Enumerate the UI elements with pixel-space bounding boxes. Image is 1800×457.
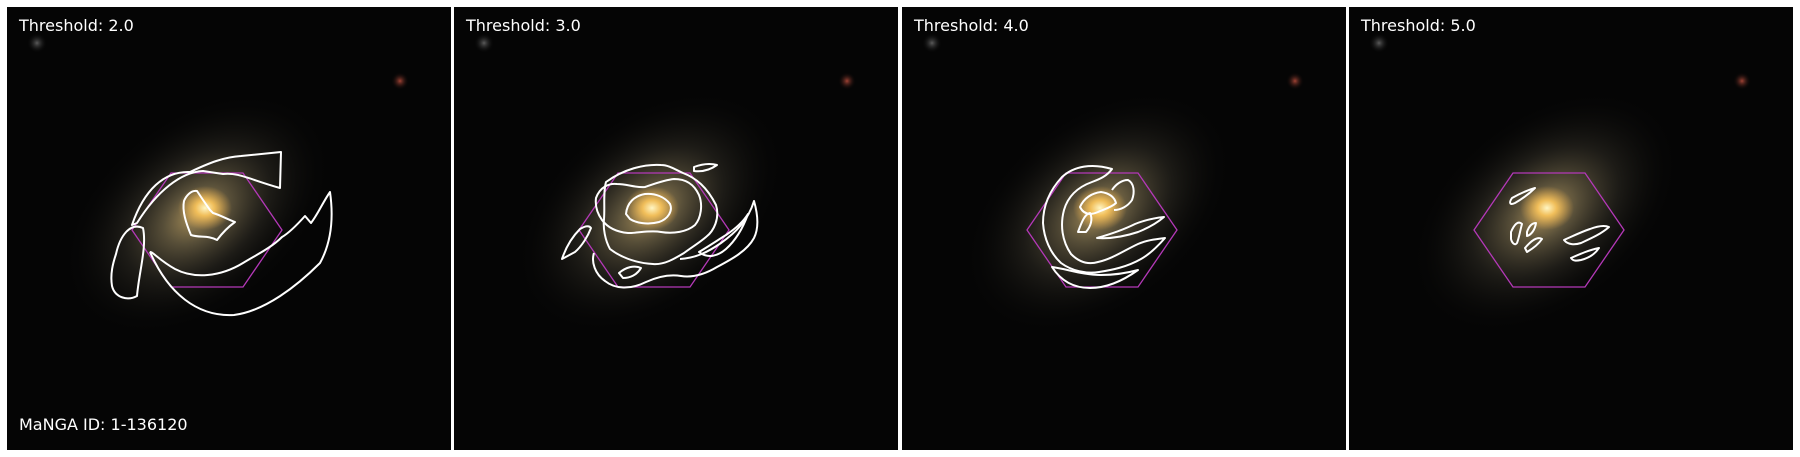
hexagon-footprint: [1473, 172, 1625, 288]
hexagon-footprint: [1026, 172, 1178, 288]
galaxy-core: [178, 186, 232, 230]
outer-contour-bottom: [592, 200, 759, 289]
galaxy-panel-threshold-4: Threshold: 4.0: [902, 7, 1346, 450]
inner-contour: [182, 189, 236, 241]
manga-id-label: MaNGA ID: 1-136120: [19, 415, 188, 434]
outer-contour-top: [131, 151, 282, 226]
left-contour-2: [1524, 237, 1543, 253]
galaxy-panel-threshold-5: Threshold: 5.0: [1349, 7, 1793, 450]
right-contour-1: [1563, 224, 1610, 246]
red-star: [838, 72, 856, 90]
spiral-arm-contour: [1096, 216, 1165, 240]
galaxy-image-threshold-5: [1349, 7, 1793, 450]
outer-contour-ring: [602, 163, 719, 266]
small-contour: [1077, 212, 1093, 233]
galaxy-image-threshold-4: [902, 7, 1346, 450]
galaxy-image-threshold-3: [454, 7, 898, 450]
right-contour-2: [1570, 247, 1600, 262]
left-contour-3: [1526, 222, 1537, 237]
inner-contour: [625, 192, 672, 225]
threshold-label: Threshold: 3.0: [466, 16, 581, 35]
outer-contour-bottom: [149, 191, 333, 317]
small-contour: [618, 265, 642, 279]
gray-star: [1369, 33, 1389, 53]
left-contour-1: [1510, 221, 1523, 246]
outer-contour-left: [110, 225, 146, 300]
hexagon-footprint: [131, 172, 283, 288]
top-small-contour: [693, 162, 718, 173]
galaxy-core: [1520, 186, 1574, 230]
gray-star: [922, 33, 942, 53]
red-star: [391, 72, 409, 90]
upper-left-contour: [1509, 187, 1536, 205]
threshold-label: Threshold: 5.0: [1361, 16, 1476, 35]
inner-contour: [1079, 191, 1117, 215]
threshold-label: Threshold: 4.0: [914, 16, 1029, 35]
gray-star: [27, 33, 47, 53]
red-star: [1733, 72, 1751, 90]
outer-contour: [1042, 164, 1166, 274]
galaxy-panel-threshold-2: Threshold: 2.0 MaNGA ID: 1-136120: [7, 7, 451, 450]
threshold-label: Threshold: 2.0: [19, 16, 134, 35]
bottom-contour: [1051, 266, 1139, 289]
middle-contour: [594, 178, 703, 234]
red-star: [1286, 72, 1304, 90]
left-arm-contour: [561, 225, 592, 260]
upper-right-contour: [1111, 179, 1135, 211]
gray-star: [474, 33, 494, 53]
right-arm-contour: [698, 213, 749, 257]
galaxy-image-threshold-2: [7, 7, 451, 450]
galaxy-panel-threshold-3: Threshold: 3.0: [454, 7, 898, 450]
